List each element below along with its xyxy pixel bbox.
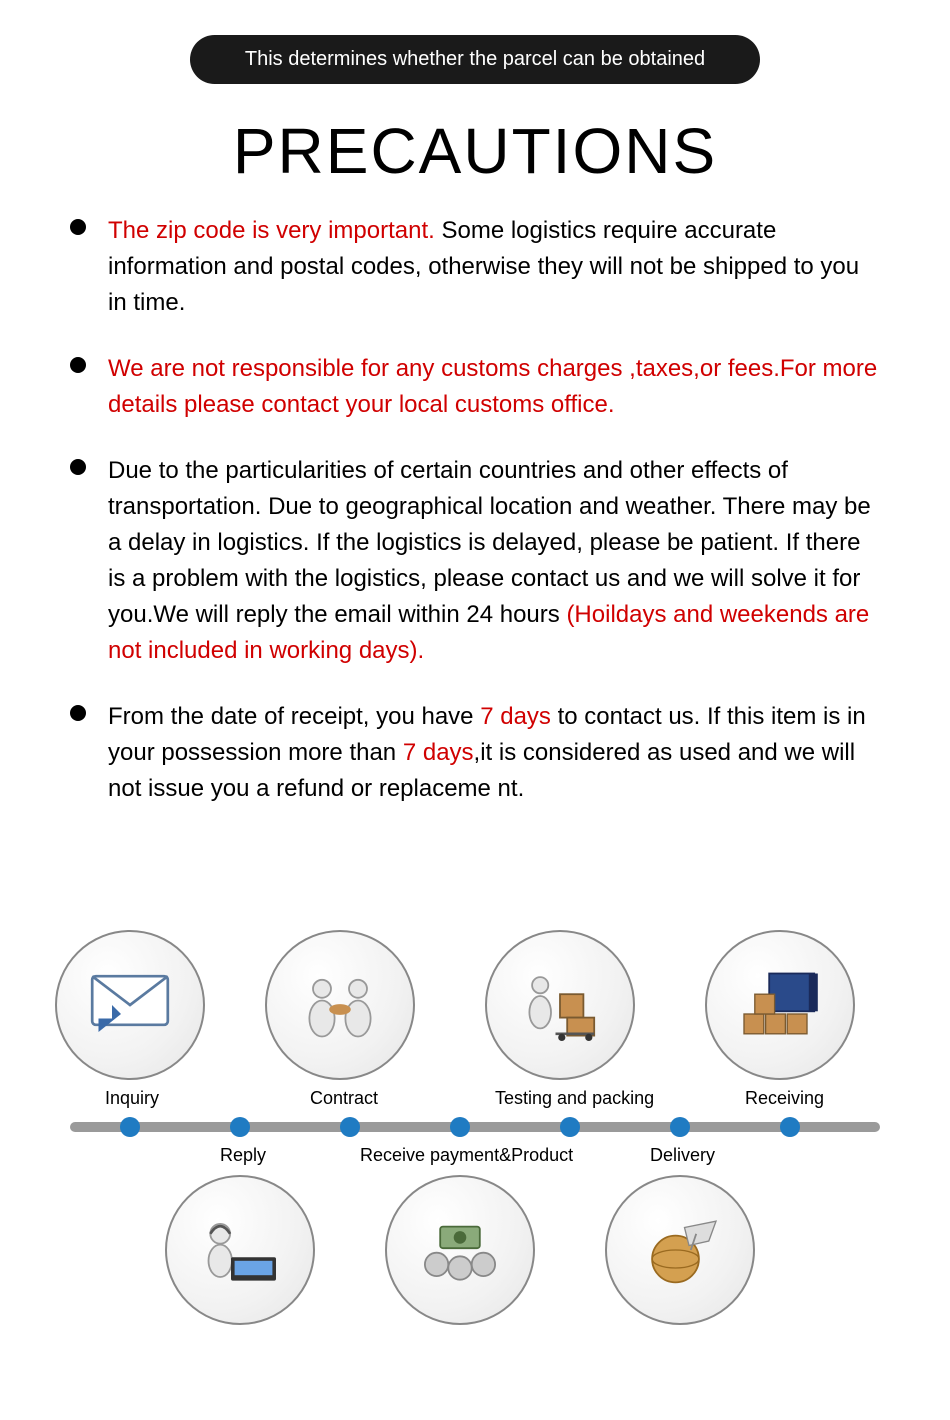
packing-icon — [515, 970, 605, 1040]
step-circle-payment — [385, 1175, 535, 1325]
step-circle-reply — [165, 1175, 315, 1325]
money-gears-icon — [415, 1215, 505, 1285]
timeline-node — [120, 1117, 140, 1137]
bullet-dot-icon — [70, 459, 86, 475]
banner-text: This determines whether the parcel can b… — [245, 48, 705, 70]
handshake-icon — [295, 970, 385, 1040]
timeline-node — [560, 1117, 580, 1137]
step-circle-testing — [485, 930, 635, 1080]
timeline-node — [670, 1117, 690, 1137]
highlight-text: 7 days — [403, 739, 474, 766]
timeline-node — [230, 1117, 250, 1137]
globe-plane-icon — [635, 1215, 725, 1285]
step-label: Inquiry — [105, 1088, 159, 1109]
step-label: Receiving — [745, 1088, 824, 1109]
highlight-text: We are not responsible for any customs c… — [108, 355, 877, 418]
bullet-item: Due to the particularities of certain co… — [70, 453, 880, 669]
page-title: PRECAUTIONS — [0, 114, 950, 188]
bullet-dot-icon — [70, 357, 86, 373]
timeline-node — [340, 1117, 360, 1137]
step-label: Contract — [310, 1088, 378, 1109]
step-circle-delivery — [605, 1175, 755, 1325]
bullet-item: From the date of receipt, you have 7 day… — [70, 699, 880, 807]
envelope-icon — [85, 970, 175, 1040]
bullet-dot-icon — [70, 219, 86, 235]
step-circle-receiving — [705, 930, 855, 1080]
timeline-node — [450, 1117, 470, 1137]
step-label: Reply — [220, 1145, 266, 1166]
timeline-node — [780, 1117, 800, 1137]
highlight-text: The zip code is very important. — [108, 217, 435, 244]
banner-pill: This determines whether the parcel can b… — [190, 35, 760, 84]
callcenter-icon — [195, 1215, 285, 1285]
step-circle-contract — [265, 930, 415, 1080]
step-label: Receive payment&Product — [360, 1145, 573, 1166]
step-label: Testing and packing — [495, 1088, 654, 1109]
body-text: From the date of receipt, you have — [108, 703, 480, 730]
bullet-text: The zip code is very important. Some log… — [108, 213, 880, 321]
step-label: Delivery — [650, 1145, 715, 1166]
timeline-bar — [70, 1122, 880, 1132]
bullet-dot-icon — [70, 705, 86, 721]
bullet-item: We are not responsible for any customs c… — [70, 351, 880, 423]
step-circle-inquiry — [55, 930, 205, 1080]
bullet-text: From the date of receipt, you have 7 day… — [108, 699, 880, 807]
bullet-text: Due to the particularities of certain co… — [108, 453, 880, 669]
container-icon — [735, 970, 825, 1040]
bullet-list: The zip code is very important. Some log… — [70, 213, 880, 807]
bullet-item: The zip code is very important. Some log… — [70, 213, 880, 321]
highlight-text: 7 days — [480, 703, 551, 730]
bullet-text: We are not responsible for any customs c… — [108, 351, 880, 423]
